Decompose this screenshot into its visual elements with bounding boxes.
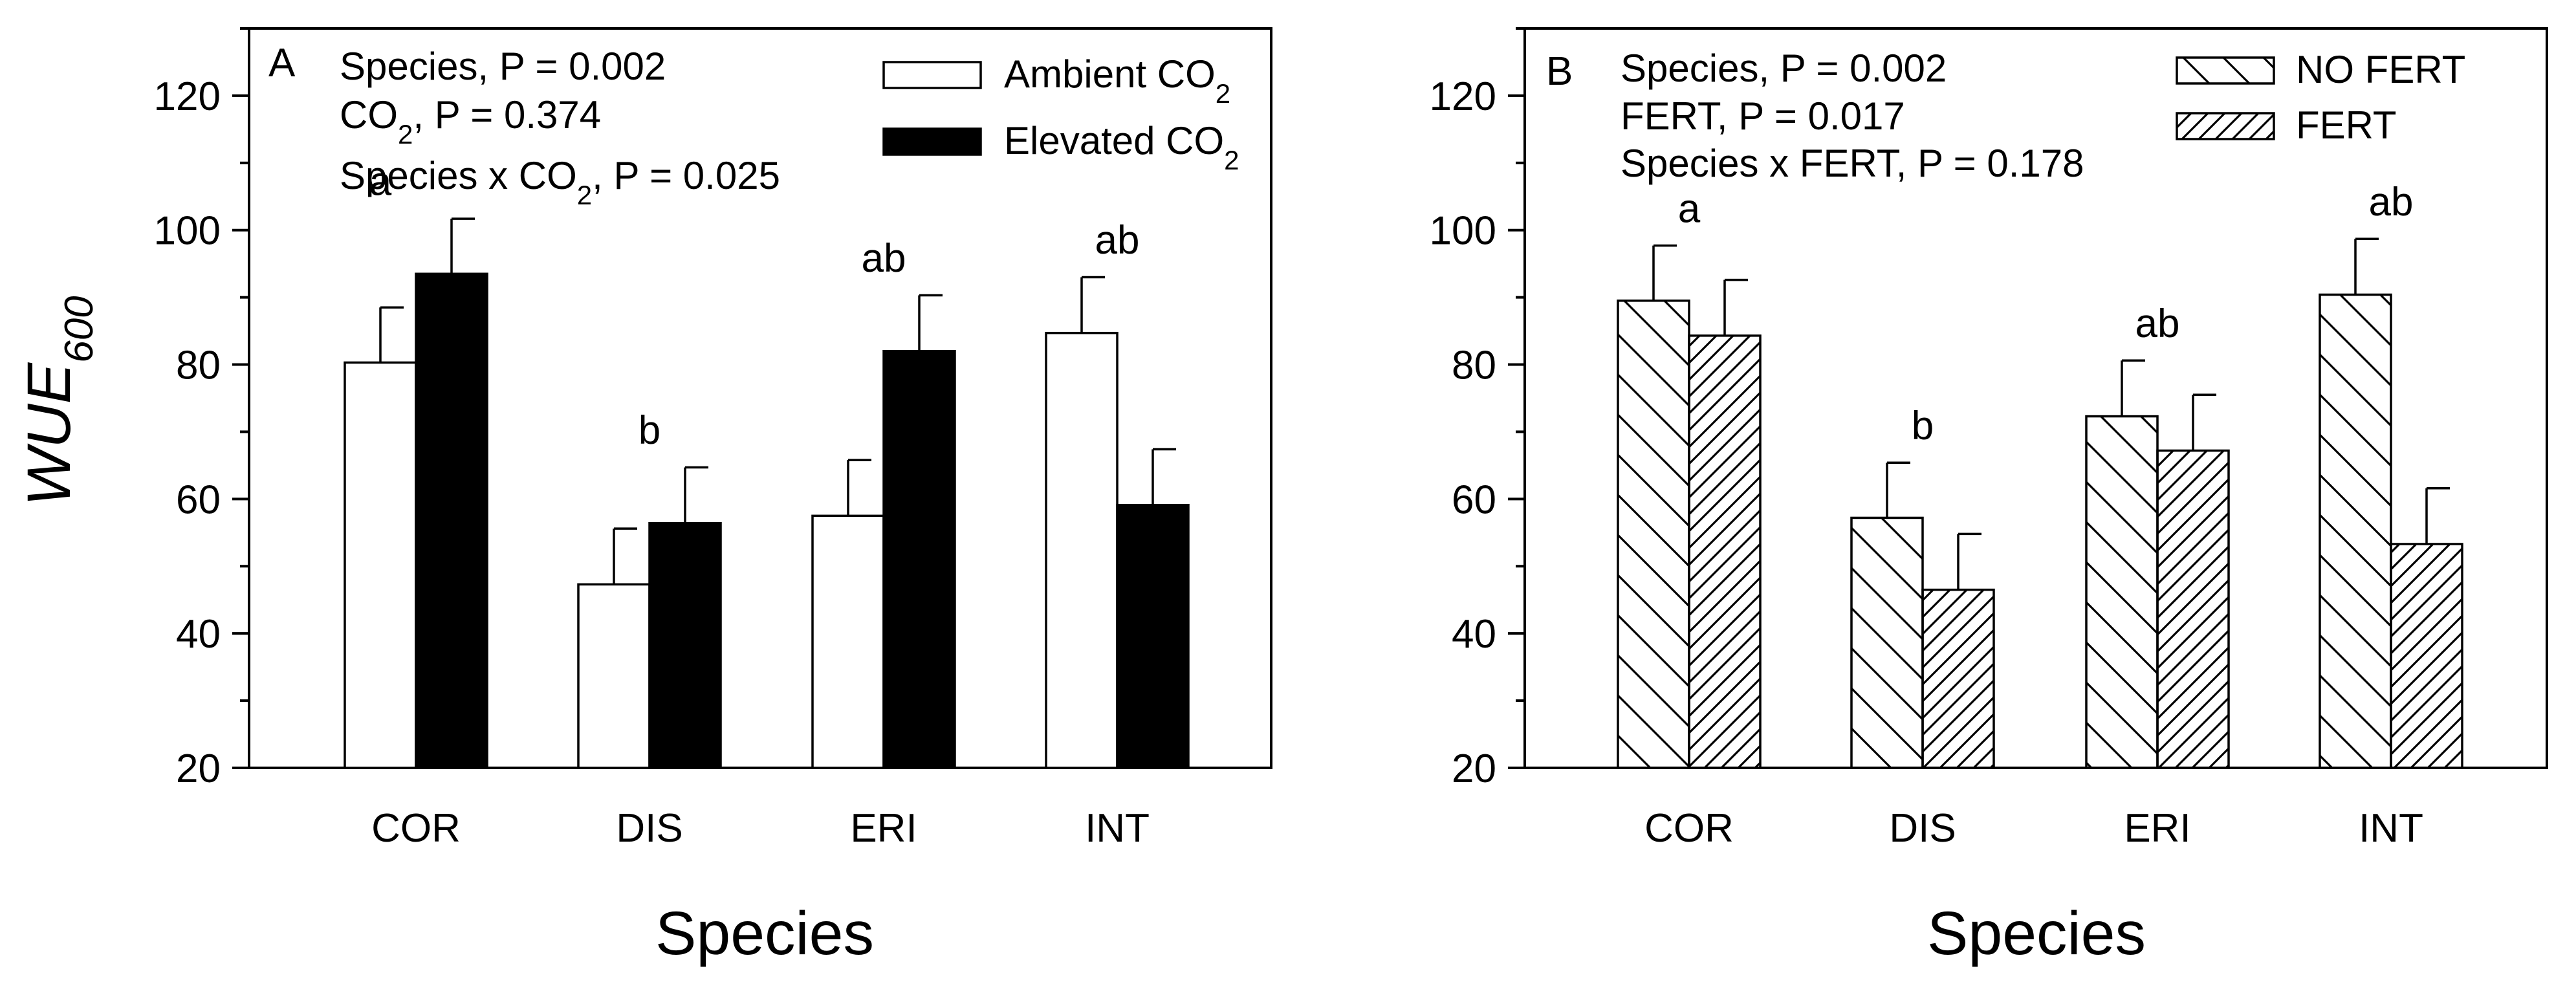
y-tick-label: 120: [1430, 74, 1496, 119]
stat-line-fert-b: FERT, P = 0.017: [1621, 94, 1905, 138]
bar-eri-series-1: [2156, 449, 2230, 769]
bars-b: [1617, 237, 2463, 769]
stat-line-interaction-a: Species x CO2, P = 0.025: [340, 154, 780, 210]
bar-dis-series-0: [1850, 516, 1924, 769]
y-tick-label: 100: [1430, 209, 1496, 254]
bar-dis-series-1: [648, 522, 722, 769]
legend-swatch-nofert: [2176, 56, 2275, 85]
y-tick-label: 120: [154, 74, 221, 119]
legend-swatch-elevated: [882, 127, 982, 156]
category-label: COR: [1644, 806, 1734, 851]
category-label: ERI: [850, 806, 917, 851]
bar-cor-series-1: [1688, 334, 1762, 769]
bar-cor-series-1: [415, 272, 488, 769]
category-label: ERI: [2124, 806, 2190, 851]
legend-label-ambient: Ambient CO2: [1004, 52, 1230, 109]
panel-label-a: A: [268, 41, 296, 85]
bars-a: [344, 217, 1190, 769]
legend-swatch-fert: [2176, 112, 2275, 140]
significance-letter: ab: [2135, 301, 2180, 346]
y-tick-label: 20: [1452, 747, 1496, 791]
y-axis-label-main: WUE600: [15, 296, 102, 506]
bar-int-series-0: [1045, 331, 1119, 769]
y-tick-label: 80: [176, 344, 221, 388]
significance-letter: a: [1678, 186, 1701, 231]
x-axis-label-b: Species: [1927, 899, 2146, 968]
category-label: COR: [371, 806, 461, 851]
bar-int-series-1: [1116, 503, 1190, 769]
y-tick-label: 40: [1452, 612, 1496, 657]
y-tick-label: 80: [1452, 344, 1496, 388]
significance-letter: b: [1912, 404, 1934, 448]
stat-line-co2-a: CO2, P = 0.374: [340, 93, 601, 149]
legend-a: Ambient CO2 Elevated CO2: [882, 52, 1239, 175]
y-tick-label: 100: [154, 209, 221, 254]
category-label: DIS: [1889, 806, 1956, 851]
y-axis-b: 20 40 60 80 100 120: [1430, 27, 1525, 791]
y-axis-label: WUE600: [15, 296, 102, 506]
stat-line-interaction-b: Species x FERT, P = 0.178: [1621, 142, 2084, 185]
bar-eri-series-1: [882, 350, 956, 769]
bar-eri-series-0: [811, 514, 885, 769]
legend-label-nofert: NO FERT: [2296, 48, 2465, 91]
bar-cor-series-0: [344, 361, 417, 769]
significance-letter: ab: [2369, 180, 2414, 224]
plot-frame-b: [1523, 27, 2548, 769]
bar-int-series-1: [2390, 543, 2463, 769]
bar-dis-series-1: [1921, 588, 1995, 769]
bar-dis-series-0: [577, 583, 651, 769]
significance-letter: ab: [1095, 218, 1140, 263]
legend-b: NO FERT FERT: [2176, 48, 2465, 147]
y-tick-label: 40: [176, 612, 221, 657]
bar-int-series-0: [2319, 293, 2392, 769]
bar-cor-series-0: [1617, 300, 1690, 769]
panel-label-b: B: [1546, 49, 1573, 94]
legend-label-fert: FERT: [2296, 104, 2397, 147]
bar-eri-series-0: [2085, 415, 2159, 769]
significance-letter: ab: [862, 236, 906, 281]
y-tick-label: 60: [176, 477, 221, 522]
category-label: DIS: [616, 806, 682, 851]
category-labels-a: COR DIS ERI INT: [371, 806, 1150, 851]
y-tick-label: 20: [176, 747, 221, 791]
significance-letter: a: [369, 160, 392, 204]
category-label: INT: [2359, 806, 2423, 851]
category-label: INT: [1085, 806, 1150, 851]
category-labels-b: COR DIS ERI INT: [1644, 806, 2423, 851]
legend-label-elevated: Elevated CO2: [1004, 119, 1239, 175]
stat-line-species-a: Species, P = 0.002: [340, 45, 666, 88]
stat-line-species-b: Species, P = 0.002: [1621, 47, 1947, 90]
y-axis-a: 20 40 60 80 100 120: [154, 27, 249, 791]
legend-swatch-ambient: [882, 61, 982, 89]
x-axis-label-a: Species: [655, 899, 874, 968]
significance-letter: b: [639, 408, 660, 453]
y-tick-label: 60: [1452, 477, 1496, 522]
plot-frame-a: [248, 27, 1272, 769]
